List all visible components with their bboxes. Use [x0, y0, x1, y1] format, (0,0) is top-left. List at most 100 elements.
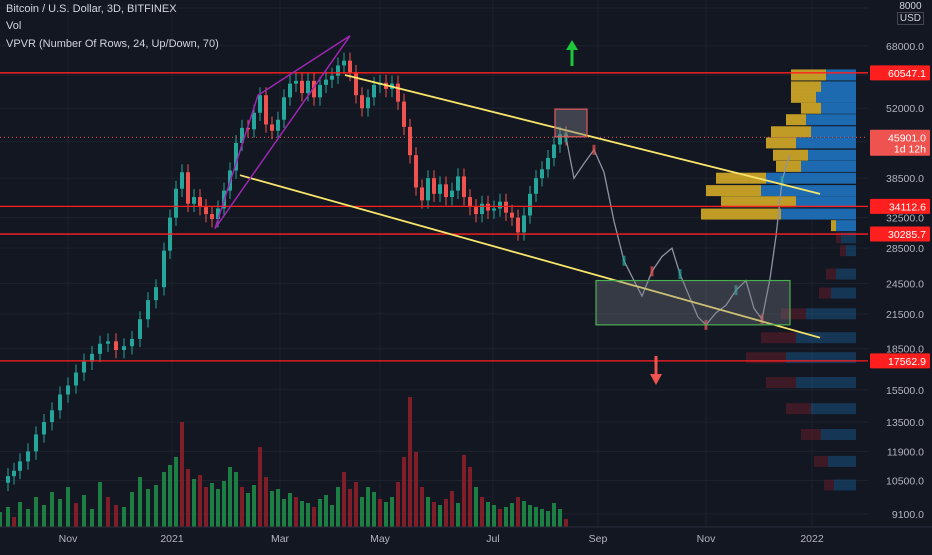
candle-body [360, 95, 364, 109]
candle-body [450, 190, 454, 198]
candle-body [34, 434, 38, 452]
volume-bar [288, 493, 292, 527]
candle-body [558, 134, 562, 145]
candle-body [58, 394, 62, 411]
vpvr-down-bar [781, 308, 806, 320]
vpvr-down-bar [706, 185, 761, 197]
candle-body [498, 201, 502, 209]
vpvr-down-bar [826, 268, 836, 280]
volume-bar [306, 503, 310, 527]
volume-bar [300, 501, 304, 527]
volume-bar [174, 457, 178, 527]
candle-body [456, 176, 460, 191]
price-tick-label: 38500.0 [886, 173, 924, 185]
vpvr-down-bar [840, 245, 846, 257]
candle-body [6, 476, 10, 483]
vpvr-up-bar [808, 149, 856, 161]
time-tick-label: 2021 [160, 533, 184, 545]
price-tick-label: 15500.0 [886, 385, 924, 397]
volume-bar [504, 507, 508, 527]
candle-body [180, 172, 184, 189]
time-tick-label: 2022 [800, 533, 824, 545]
volume-bar [210, 483, 214, 527]
vpvr-up-bar [806, 114, 856, 126]
candle-body [420, 187, 424, 201]
volume-bar [498, 509, 502, 527]
candle-body [408, 126, 412, 156]
volume-bar [74, 503, 78, 527]
volume-bar [336, 487, 340, 527]
volume-bar [222, 481, 226, 527]
candle-body [372, 84, 376, 98]
legend-symbol[interactable]: Bitcoin / U.S. Dollar, 3D, BITFINEX [6, 3, 177, 15]
volume-bar [258, 447, 262, 527]
volume-bar [324, 495, 328, 527]
volume-bar [122, 507, 126, 527]
candle-body [294, 80, 298, 84]
volume-bar [12, 517, 16, 527]
vpvr-up-bar [766, 172, 856, 184]
volume-bar [42, 505, 46, 527]
vpvr-down-bar [721, 196, 796, 208]
vpvr-up-bar [796, 377, 856, 389]
grid [0, 0, 868, 527]
vpvr-up-bar [836, 268, 856, 280]
price-tick-label: 28500.0 [886, 243, 924, 255]
candle-body [162, 250, 166, 288]
vpvr-up-bar [806, 308, 856, 320]
volume-bar [414, 452, 418, 527]
volume-bar [106, 497, 110, 527]
volume-bar [162, 472, 166, 527]
volume-bar [228, 467, 232, 527]
vpvr-down-bar [701, 208, 781, 220]
legend-volume[interactable]: Vol [6, 20, 22, 32]
volume-bar [342, 472, 346, 527]
arrow-up-icon-head [566, 40, 578, 50]
vpvr-up-bar [826, 69, 856, 81]
vpvr-profile [701, 69, 856, 491]
price-label-badge [870, 353, 930, 369]
candle-body [354, 73, 358, 96]
legend-vpvr[interactable]: VPVR (Number Of Rows, 24, Up/Down, 70) [6, 38, 219, 50]
candle-body [432, 178, 436, 194]
candle-body [492, 208, 496, 211]
candle-body [540, 169, 544, 179]
price-axis: 68000.060000.052000.045000.038500.032500… [868, 0, 932, 527]
vpvr-up-bar [816, 91, 856, 103]
drawings [0, 35, 868, 385]
candle-body [234, 142, 238, 171]
candle-body [288, 83, 292, 98]
price-label-text: 30285.7 [888, 229, 926, 241]
vpvr-down-bar [836, 232, 841, 244]
vpvr-down-bar [824, 479, 834, 491]
projection-candle [650, 266, 654, 277]
volume-bar [564, 519, 568, 527]
volume-bar [6, 507, 10, 527]
vpvr-up-bar [834, 479, 856, 491]
candle-body [546, 157, 550, 170]
vpvr-up-bar [801, 160, 856, 172]
vpvr-up-bar [846, 245, 856, 257]
vpvr-down-bar [819, 287, 831, 299]
volume-bars [0, 397, 568, 527]
volume-bar [252, 485, 256, 527]
candle-body [336, 65, 340, 76]
candle-body [122, 346, 126, 351]
volume-bar [408, 397, 412, 527]
vpvr-up-bar [836, 220, 856, 232]
volume-bar [114, 505, 118, 527]
candle-body [324, 79, 328, 85]
currency-badge[interactable]: 8000 USD [896, 1, 924, 25]
candle-body [204, 207, 208, 215]
candle-body [312, 80, 316, 98]
volume-bar [540, 509, 544, 527]
volume-bar [396, 482, 400, 527]
candle-body [210, 214, 214, 220]
volume-bar [474, 487, 478, 527]
candle-body [258, 95, 262, 113]
projection-candle [678, 269, 682, 280]
volume-bar [58, 499, 62, 527]
price-label-badge [870, 65, 930, 81]
